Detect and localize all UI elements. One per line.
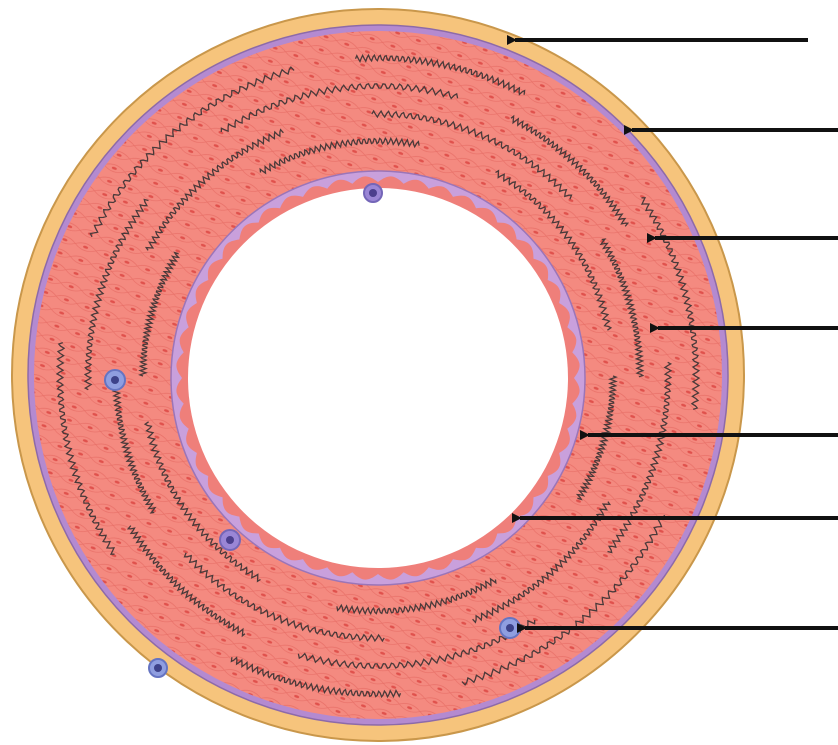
elastic-fibers [55, 53, 701, 699]
lumen [188, 188, 568, 568]
elastic-fiber [354, 53, 526, 96]
elastic-fiber [83, 198, 149, 391]
elastic-fiber [336, 577, 497, 616]
elastic-fiber [89, 66, 295, 238]
cell-nucleus [154, 664, 162, 672]
elastic-fiber [640, 197, 701, 411]
elastic-fiber [607, 361, 673, 554]
elastic-fiber [461, 514, 667, 686]
elastic-fiber [297, 619, 536, 670]
elastic-fiber [183, 552, 385, 643]
elastic-fiber [259, 136, 420, 175]
pointer-arrows [507, 35, 838, 633]
elastic-fiber [371, 109, 573, 200]
elastic-fiber [144, 128, 284, 251]
elastic-fiber [472, 501, 612, 624]
elastic-fiber [599, 238, 645, 378]
cell-nucleus [506, 624, 514, 632]
elastic-fiber [138, 251, 181, 377]
cells [104, 183, 521, 678]
elastic-fiber [55, 341, 116, 555]
elastic-fiber [495, 169, 613, 331]
elastic-fiber [126, 525, 246, 638]
elastic-fiber [111, 374, 157, 514]
elastic-fiber [143, 421, 261, 583]
cell-nucleus [111, 376, 119, 384]
elastic-fiber [230, 656, 402, 699]
elastic-fiber [575, 375, 618, 501]
elastic-fiber [510, 114, 630, 227]
elastic-fiber [220, 82, 459, 133]
cell-nucleus [369, 189, 377, 197]
cell-nucleus [226, 536, 234, 544]
